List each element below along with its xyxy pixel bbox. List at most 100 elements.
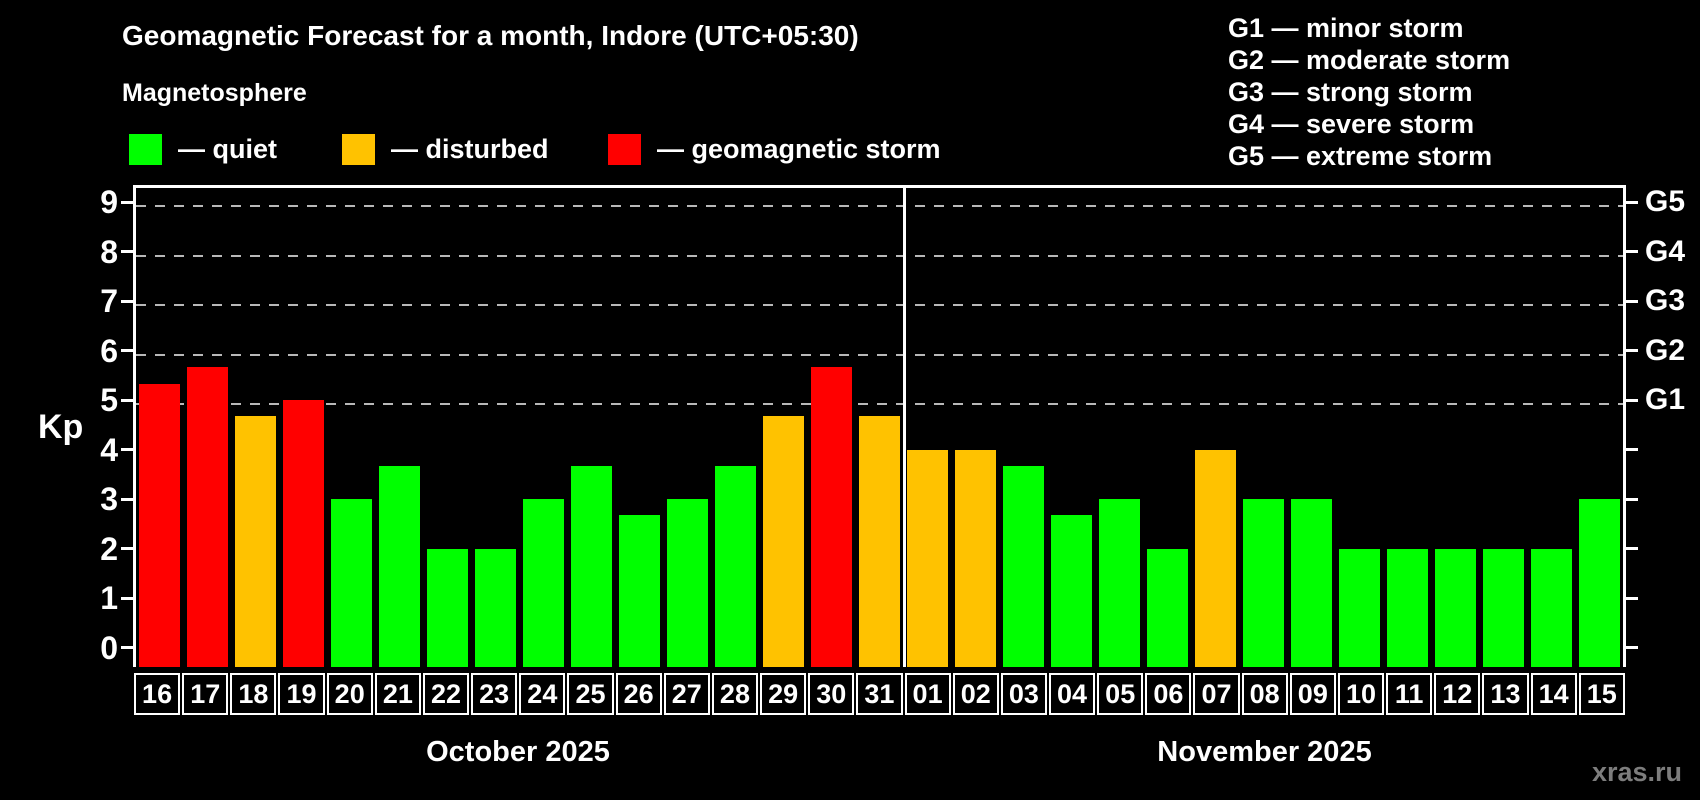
y-tick-label-7: 7 [100, 283, 118, 319]
bar-slot [904, 188, 952, 667]
right-tick-7 [1626, 299, 1638, 303]
kp-bar-16 [139, 383, 181, 667]
kp-bar-14 [1530, 548, 1572, 667]
bar-slot [760, 188, 808, 667]
day-label-cell-02: 02 [952, 673, 999, 715]
legend-storm-label: — geomagnetic storm [657, 133, 941, 164]
kp-bar-17 [187, 366, 229, 667]
gridline-kp8 [136, 254, 1623, 257]
legend-disturbed-label: — disturbed [391, 133, 549, 164]
y-tick-label-9: 9 [100, 184, 118, 220]
bar-slot [280, 188, 328, 667]
kp-bar-03 [1002, 465, 1044, 667]
day-label-cell-29: 29 [760, 673, 807, 715]
kp-bar-09 [1290, 499, 1332, 667]
day-label-cell-27: 27 [663, 673, 710, 715]
kp-bar-06 [1146, 548, 1188, 667]
left-tick-5 [121, 398, 133, 402]
day-label-cell-19: 19 [278, 673, 325, 715]
day-label-cell-09: 09 [1289, 673, 1336, 715]
kp-bar-18 [235, 416, 277, 667]
bar-slot [1047, 188, 1095, 667]
bar-slot [568, 188, 616, 667]
kp-bar-31 [859, 416, 901, 667]
kp-bar-12 [1434, 548, 1476, 667]
right-axis-label-g5: G5 [1645, 185, 1686, 218]
day-label-cell-04: 04 [1048, 673, 1096, 715]
bar-slot [1239, 188, 1287, 667]
y-tick-label-3: 3 [100, 481, 118, 517]
day-label-cell-08: 08 [1241, 673, 1288, 715]
bar-slot [184, 188, 232, 667]
kp-bar-20 [331, 499, 373, 667]
bar-slot [616, 188, 664, 667]
bars-container [136, 188, 1623, 667]
bar-slot [328, 188, 376, 667]
left-tick-3 [121, 497, 133, 501]
kp-bar-08 [1242, 499, 1284, 667]
storm-color-swatch [608, 133, 641, 165]
kp-bar-10 [1338, 548, 1380, 667]
day-label-cell-24: 24 [519, 673, 566, 715]
kp-bar-15 [1578, 499, 1620, 667]
right-tick-8 [1626, 250, 1638, 253]
bar-slot [520, 188, 568, 667]
kp-bar-11 [1386, 548, 1428, 667]
month-label-november: November 2025 [1157, 736, 1372, 768]
left-tick-0 [121, 646, 133, 649]
right-axis-label-g2: G2 [1645, 333, 1686, 367]
kp-bar-27 [667, 499, 709, 667]
bar-slot [232, 188, 280, 667]
bar-slot [999, 188, 1047, 667]
y-tick-label-5: 5 [100, 382, 118, 418]
day-label-cell-05: 05 [1097, 673, 1144, 715]
bar-slot [856, 188, 904, 667]
g4-legend-line: G4 — severe storm [1228, 109, 1475, 139]
kp-bar-07 [1194, 449, 1236, 667]
day-label-cell-31: 31 [856, 673, 903, 715]
day-label-cell-07: 07 [1193, 673, 1240, 715]
bar-slot [376, 188, 424, 667]
bar-slot [1575, 188, 1623, 667]
watermark: xras.ru [1591, 757, 1682, 787]
bar-slot [1143, 188, 1191, 667]
right-tick-3 [1626, 497, 1638, 501]
day-label-cell-23: 23 [471, 673, 518, 715]
y-tick-label-0: 0 [100, 629, 118, 666]
day-label-cell-12: 12 [1434, 673, 1481, 715]
bar-slot [951, 188, 999, 667]
kp-bar-01 [906, 449, 948, 667]
day-label-cell-14: 14 [1530, 673, 1577, 715]
bar-slot [1431, 188, 1479, 667]
day-label-cell-18: 18 [230, 673, 277, 715]
kp-bar-28 [715, 465, 757, 667]
left-tick-6 [121, 349, 133, 352]
bar-slot [808, 188, 856, 667]
right-tick-2 [1626, 547, 1638, 550]
left-tick-8 [121, 250, 133, 253]
day-label-cell-03: 03 [1000, 673, 1047, 715]
day-label-cell-28: 28 [711, 673, 759, 715]
y-tick-label-1: 1 [100, 580, 118, 616]
day-label-cell-20: 20 [326, 673, 373, 715]
day-label-cell-16: 16 [134, 673, 181, 715]
kp-bar-21 [379, 465, 421, 667]
g3-legend-line: G3 — strong storm [1228, 77, 1473, 107]
kp-bar-19 [283, 400, 325, 667]
kp-bar-02 [954, 449, 996, 667]
month-divider-line [903, 188, 907, 667]
day-label-cell-15: 15 [1578, 673, 1625, 715]
y-tick-label-4: 4 [100, 431, 118, 468]
kp-bar-22 [427, 548, 469, 667]
right-axis-label-g3: G3 [1645, 284, 1686, 317]
day-label-cell-10: 10 [1337, 673, 1385, 715]
bar-slot [1335, 188, 1383, 667]
bar-slot [472, 188, 520, 667]
kp-bar-04 [1050, 515, 1092, 667]
gridline-kp7 [136, 304, 1623, 306]
bar-slot [712, 188, 760, 667]
month-label-october: October 2025 [426, 736, 610, 768]
bar-slot [1527, 188, 1575, 667]
right-axis-label-g4: G4 [1645, 234, 1686, 268]
